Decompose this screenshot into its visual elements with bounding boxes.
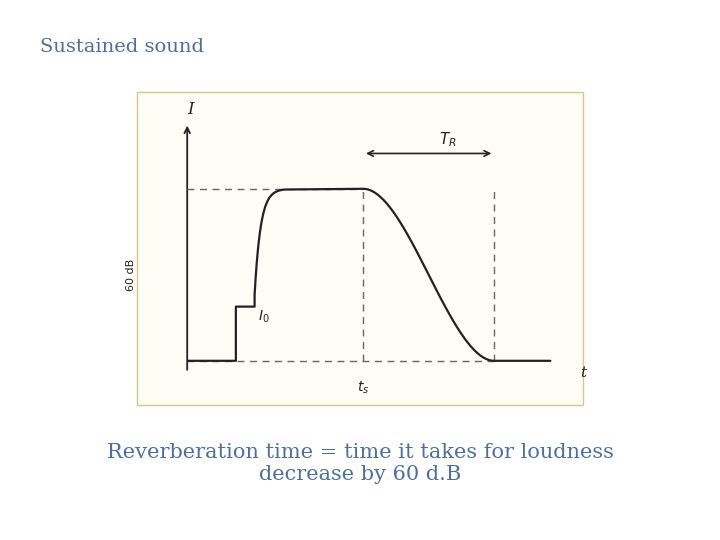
Text: $t_s$: $t_s$ xyxy=(357,380,369,396)
Text: I: I xyxy=(188,101,194,118)
Text: $I_0$: $I_0$ xyxy=(258,309,270,326)
Text: Sustained sound: Sustained sound xyxy=(40,38,204,56)
Text: $T_R$: $T_R$ xyxy=(438,130,456,148)
Text: Reverberation time = time it takes for loudness
decrease by 60 d.B: Reverberation time = time it takes for l… xyxy=(107,443,613,484)
Text: 60 dB: 60 dB xyxy=(126,259,136,291)
Text: t: t xyxy=(580,366,587,380)
FancyBboxPatch shape xyxy=(137,92,583,405)
